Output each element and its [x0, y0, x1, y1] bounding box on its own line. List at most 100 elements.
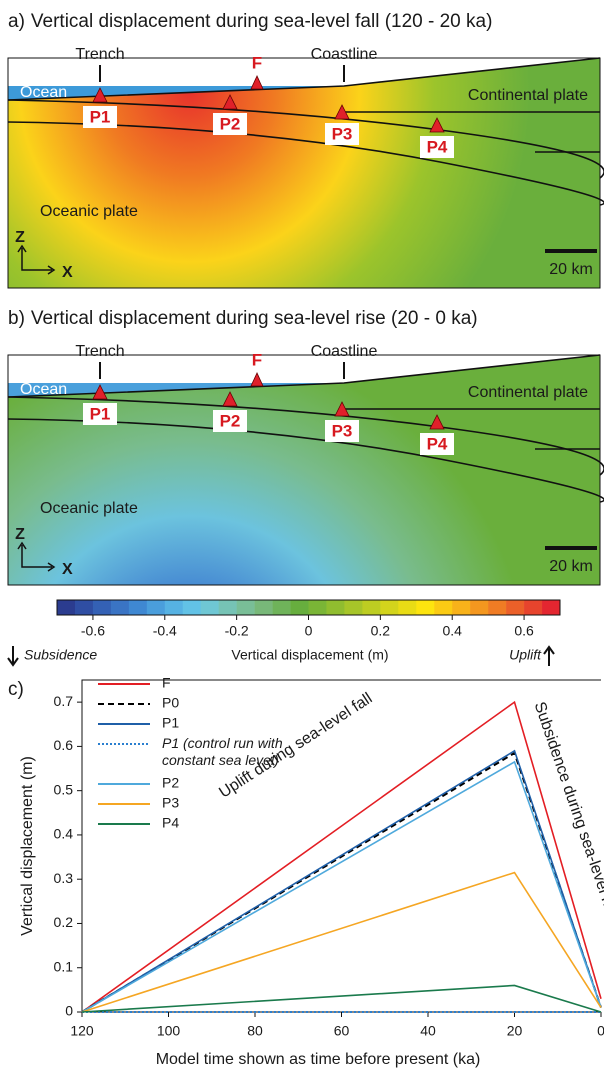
- colorbar-segment: [290, 600, 309, 615]
- down-arrow: [7, 646, 19, 667]
- scale-label: 20 km: [549, 261, 593, 278]
- y-tick-label: 0.5: [54, 781, 74, 797]
- site-marker: [222, 94, 238, 110]
- continental-plate-label: Continental plate: [468, 87, 588, 104]
- site-label-box: [420, 433, 454, 455]
- colorbar-segment: [128, 600, 148, 615]
- scale-label: 20 km: [549, 558, 593, 575]
- panel-title: a) Vertical displacement during sea-level…: [8, 11, 492, 32]
- colorbar-segment: [272, 600, 291, 615]
- site-label: P3: [332, 124, 353, 143]
- trench-label: Trench: [75, 343, 124, 360]
- colorbar-tick-label: -0.6: [81, 623, 105, 639]
- x-tick-label: 120: [70, 1023, 94, 1039]
- axis-x-label: X: [62, 264, 73, 281]
- colorbar-segment: [110, 600, 130, 615]
- displacement-field-gradient: [8, 355, 600, 585]
- colorbar-tick-label: -0.4: [153, 623, 177, 639]
- colorbar-segment: [74, 600, 94, 615]
- fault-marker: [250, 75, 264, 90]
- plate-boundary: [7, 396, 604, 476]
- colorbar-segment: [236, 600, 255, 615]
- legend-label: P1: [162, 715, 179, 731]
- colorbar-segment: [254, 600, 273, 615]
- site-marker: [92, 384, 108, 400]
- colorbar-tick-label: -0.2: [225, 623, 249, 639]
- legend-label: P3: [162, 795, 179, 811]
- site-marker: [429, 414, 445, 430]
- axes-glyph: [17, 244, 56, 275]
- panel-title: b) Vertical displacement during sea-level…: [8, 308, 478, 329]
- y-tick-label: 0.6: [54, 737, 74, 753]
- plate-boundary: [7, 354, 601, 398]
- colorbar-tick-label: 0.6: [514, 623, 534, 639]
- panel: b) Vertical displacement during sea-level…: [7, 308, 604, 586]
- series-line: [81, 751, 602, 1013]
- plate-boundary: [7, 418, 604, 503]
- colorbar-segment: [146, 600, 166, 615]
- panel: a) Vertical displacement during sea-level…: [7, 11, 604, 289]
- fault-label: F: [252, 350, 262, 369]
- coastline-label: Coastline: [311, 46, 378, 63]
- site-label: P2: [220, 411, 241, 430]
- plate-boundary: [7, 57, 601, 101]
- site-label: P3: [332, 421, 353, 440]
- site-label: P4: [427, 137, 448, 156]
- colorbar-segment: [57, 600, 76, 615]
- x-tick-label: 100: [157, 1023, 181, 1039]
- colorbar-segment: [344, 600, 363, 615]
- continental-plate-label: Continental plate: [468, 384, 588, 401]
- ocean-label: Ocean: [20, 381, 67, 398]
- colorbar-segment: [524, 600, 543, 615]
- annotation: Subsidence during sea-level rise: [531, 700, 604, 924]
- panel-title-text: Vertical displacement during sea-level f…: [31, 11, 493, 32]
- colorbar-segment: [434, 600, 453, 615]
- colorbar-segment: [398, 600, 417, 615]
- fault-label: F: [252, 53, 262, 72]
- colorbar-segment: [218, 600, 237, 615]
- panel-letter: a): [8, 11, 25, 32]
- y-tick-label: 0.4: [54, 826, 74, 842]
- x-tick-label: 20: [507, 1023, 523, 1039]
- coastline-label: Coastline: [311, 343, 378, 360]
- axis-z-label: Z: [15, 229, 25, 246]
- colorbar-segment: [92, 600, 112, 615]
- colorbar-segment: [326, 600, 345, 615]
- plate-boundary: [7, 99, 604, 179]
- ocean-label: Ocean: [20, 84, 67, 101]
- colorbar-segment: [362, 600, 381, 615]
- colorbar-segment: [506, 600, 525, 615]
- site-label: P1: [90, 107, 111, 126]
- colorbar-segment: [308, 600, 327, 615]
- uplift-note: Uplift: [509, 647, 542, 663]
- legend-label: F: [162, 675, 171, 691]
- axis-z-label: Z: [15, 526, 25, 543]
- x-tick-label: 60: [334, 1023, 350, 1039]
- axis-x-label: X: [62, 561, 73, 578]
- colorbar-segment: [452, 600, 471, 615]
- site-label: P4: [427, 434, 448, 453]
- colorbar-tick-label: 0.4: [442, 623, 462, 639]
- y-tick-label: 0.7: [54, 693, 74, 709]
- fault-marker: [250, 372, 264, 387]
- site-marker: [334, 104, 350, 120]
- panel-letter: b): [8, 308, 25, 329]
- site-marker: [334, 401, 350, 417]
- site-label-box: [420, 136, 454, 158]
- site-label-box: [213, 410, 247, 432]
- colorbar-segment: [542, 600, 561, 615]
- trench-label: Trench: [75, 46, 124, 63]
- legend-label: P0: [162, 695, 179, 711]
- colorbar-segment: [182, 600, 202, 615]
- colorbar-tick-label: 0.2: [371, 623, 391, 639]
- colorbar-segment: [200, 600, 219, 615]
- panel-frame: [7, 354, 601, 586]
- colorbar-segment: [164, 600, 184, 615]
- axes-glyph: [17, 541, 56, 572]
- colorbar-tick-label: 0: [305, 623, 313, 639]
- y-tick-label: 0.2: [54, 914, 74, 930]
- site-label: P2: [220, 114, 241, 133]
- colorbar-segment: [380, 600, 399, 615]
- y-axis-label: Vertical displacement (m): [19, 756, 36, 936]
- x-tick-label: 40: [420, 1023, 436, 1039]
